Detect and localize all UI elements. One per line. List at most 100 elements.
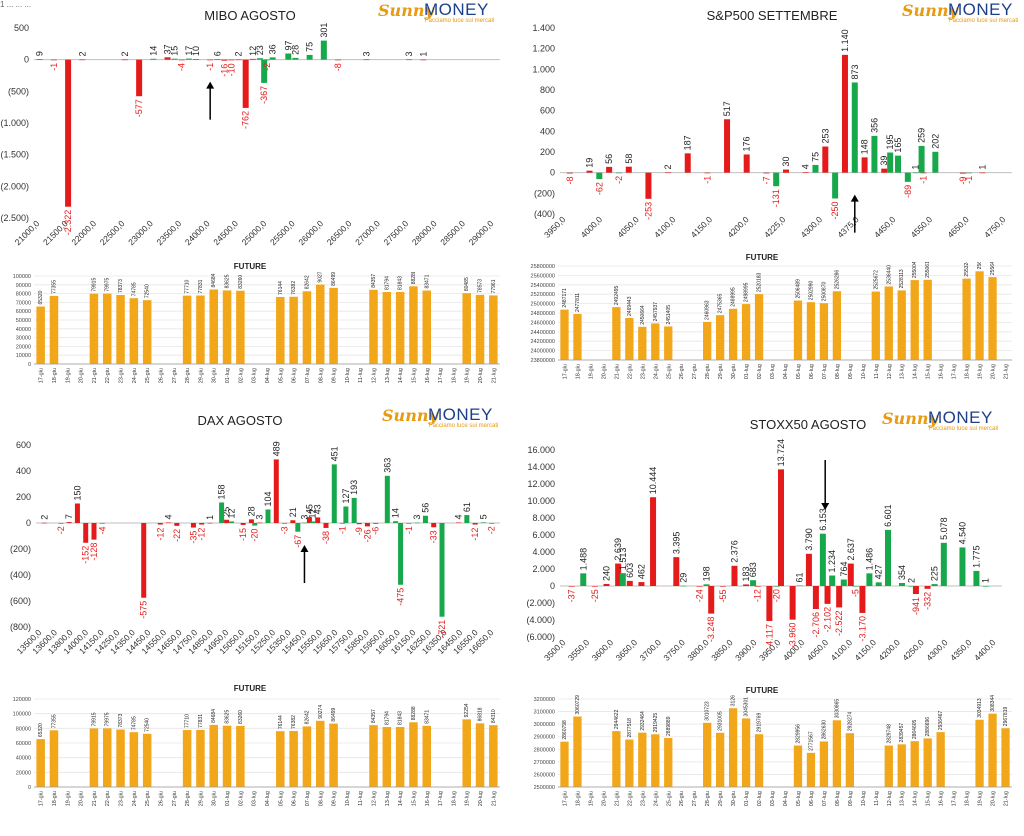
chart-title: STOXX50 AGOSTO [749, 417, 867, 432]
future-bar [1001, 728, 1010, 787]
future-bar [462, 719, 471, 787]
date-tick-label: 09-lug [332, 791, 338, 806]
date-tick-label: 03-lug [252, 368, 258, 383]
future-bar [988, 277, 997, 360]
bar-data-label: 12 [248, 46, 258, 56]
date-tick-label: 20-lug [478, 368, 484, 383]
future-bar-label: 2450664 [640, 305, 646, 325]
bar [295, 523, 301, 532]
future-bar [102, 728, 112, 787]
bar [439, 523, 445, 617]
bar [229, 521, 235, 523]
future-bar-label: 74785 [131, 282, 137, 296]
future-bar [560, 741, 569, 787]
y-tick-label: 2500000 [534, 785, 555, 791]
bar-data-label: 3 [299, 515, 309, 520]
future-bar-label: 79975 [105, 277, 111, 291]
date-tick-label: 21-lug [491, 368, 497, 383]
future-bar [560, 309, 569, 360]
y-tick-label: (800) [10, 622, 31, 632]
bar-data-label: 1.488 [578, 548, 588, 571]
x-tick-label: 25500,0 [268, 218, 297, 247]
date-tick-label: 11-lug [358, 368, 364, 383]
date-tick-label: 01-lug [225, 368, 231, 383]
bar-data-label: -2 [487, 526, 497, 534]
bar [364, 523, 370, 527]
y-tick-label: 80000 [16, 726, 31, 732]
date-tick-label: 12-lug [887, 791, 893, 806]
bar-data-label: 517 [722, 101, 732, 116]
date-tick-label: 09-lug [332, 368, 338, 383]
date-tick-label: 10-lug [861, 791, 867, 806]
future-bar [142, 300, 152, 364]
bar-data-label: 1.140 [840, 29, 850, 52]
bar [384, 475, 390, 523]
bar [979, 172, 986, 174]
bar [773, 586, 780, 587]
y-tick-label: 6.000 [532, 530, 555, 540]
bar [343, 506, 349, 523]
future-bar-label: 2932464 [640, 711, 646, 731]
panel-mibo: MIBO AGOSTO Sunny MONEY Facciamo luce sui … [0, 0, 512, 418]
future-bar [793, 300, 803, 360]
date-tick-label: 21-giu [92, 791, 98, 806]
future-bar-label: 2864605 [912, 719, 918, 739]
date-tick-label: 24-giu [653, 364, 659, 379]
bar [783, 169, 789, 173]
bar [91, 523, 97, 540]
future-bar [754, 734, 764, 787]
bar [224, 519, 230, 523]
date-tick-label: 28-giu [705, 364, 711, 379]
bar-data-label: -575 [139, 601, 149, 619]
bar-data-label: 2 [120, 52, 130, 57]
date-tick-label: 18-giu [52, 368, 58, 383]
bar-data-label: -8 [565, 176, 575, 184]
date-tick-label: 01-lug [744, 364, 750, 379]
future-bar [382, 292, 392, 364]
date-tick-label: 17-lug [952, 364, 958, 379]
bar-data-label: -250 [830, 202, 840, 220]
future-bar-label: 78573 [478, 279, 484, 293]
future-bar [651, 734, 660, 787]
bar [615, 563, 622, 586]
annotation-arrowhead [300, 545, 309, 552]
bar-data-label: -89 [903, 185, 913, 198]
bar [199, 523, 205, 525]
bar [924, 586, 931, 589]
date-tick-label: 22-giu [105, 791, 111, 806]
date-tick-label: 20-giu [79, 368, 85, 383]
date-tick-label: 30-giu [212, 368, 218, 383]
date-tick-label: 23-giu [640, 364, 646, 379]
date-tick-label: 01-lug [744, 791, 750, 806]
x-tick-label: 27500,0 [381, 218, 410, 247]
y-tick-label: 2900000 [534, 735, 555, 741]
y-tick-label: (4.000) [526, 615, 555, 625]
bar-data-label: -15 [238, 528, 248, 541]
bar [207, 59, 214, 61]
bar-data-label: 2 [663, 164, 673, 169]
date-tick-label: 17-giu [39, 368, 45, 383]
bar [931, 584, 938, 586]
future-bar [975, 271, 984, 360]
bar [586, 170, 593, 173]
bar [174, 523, 180, 526]
x-tick-label: 24000,0 [183, 218, 212, 247]
sunny-money-logo: Sunny MONEY Facciamo luce sui mercati [378, 0, 495, 24]
date-tick-label: 27-giu [172, 368, 178, 383]
future-bar [489, 295, 498, 364]
date-tick-label: 05-lug [796, 791, 802, 806]
bar [982, 585, 989, 587]
future-bar-label: 2487171 [562, 288, 568, 308]
bar [763, 172, 770, 174]
future-bar-label: 2498995 [744, 282, 750, 302]
future-bar [382, 727, 392, 787]
y-tick-label: 20000 [16, 770, 31, 776]
future-bar-label: 88288 [411, 272, 417, 284]
y-tick-label: 40000 [16, 756, 31, 762]
future-bar-label: 77831 [198, 714, 204, 728]
bar-data-label: -22 [172, 529, 182, 542]
future-bar [819, 303, 829, 360]
bar [242, 59, 249, 108]
bar [74, 503, 80, 523]
bar-data-label: 198 [702, 566, 712, 581]
